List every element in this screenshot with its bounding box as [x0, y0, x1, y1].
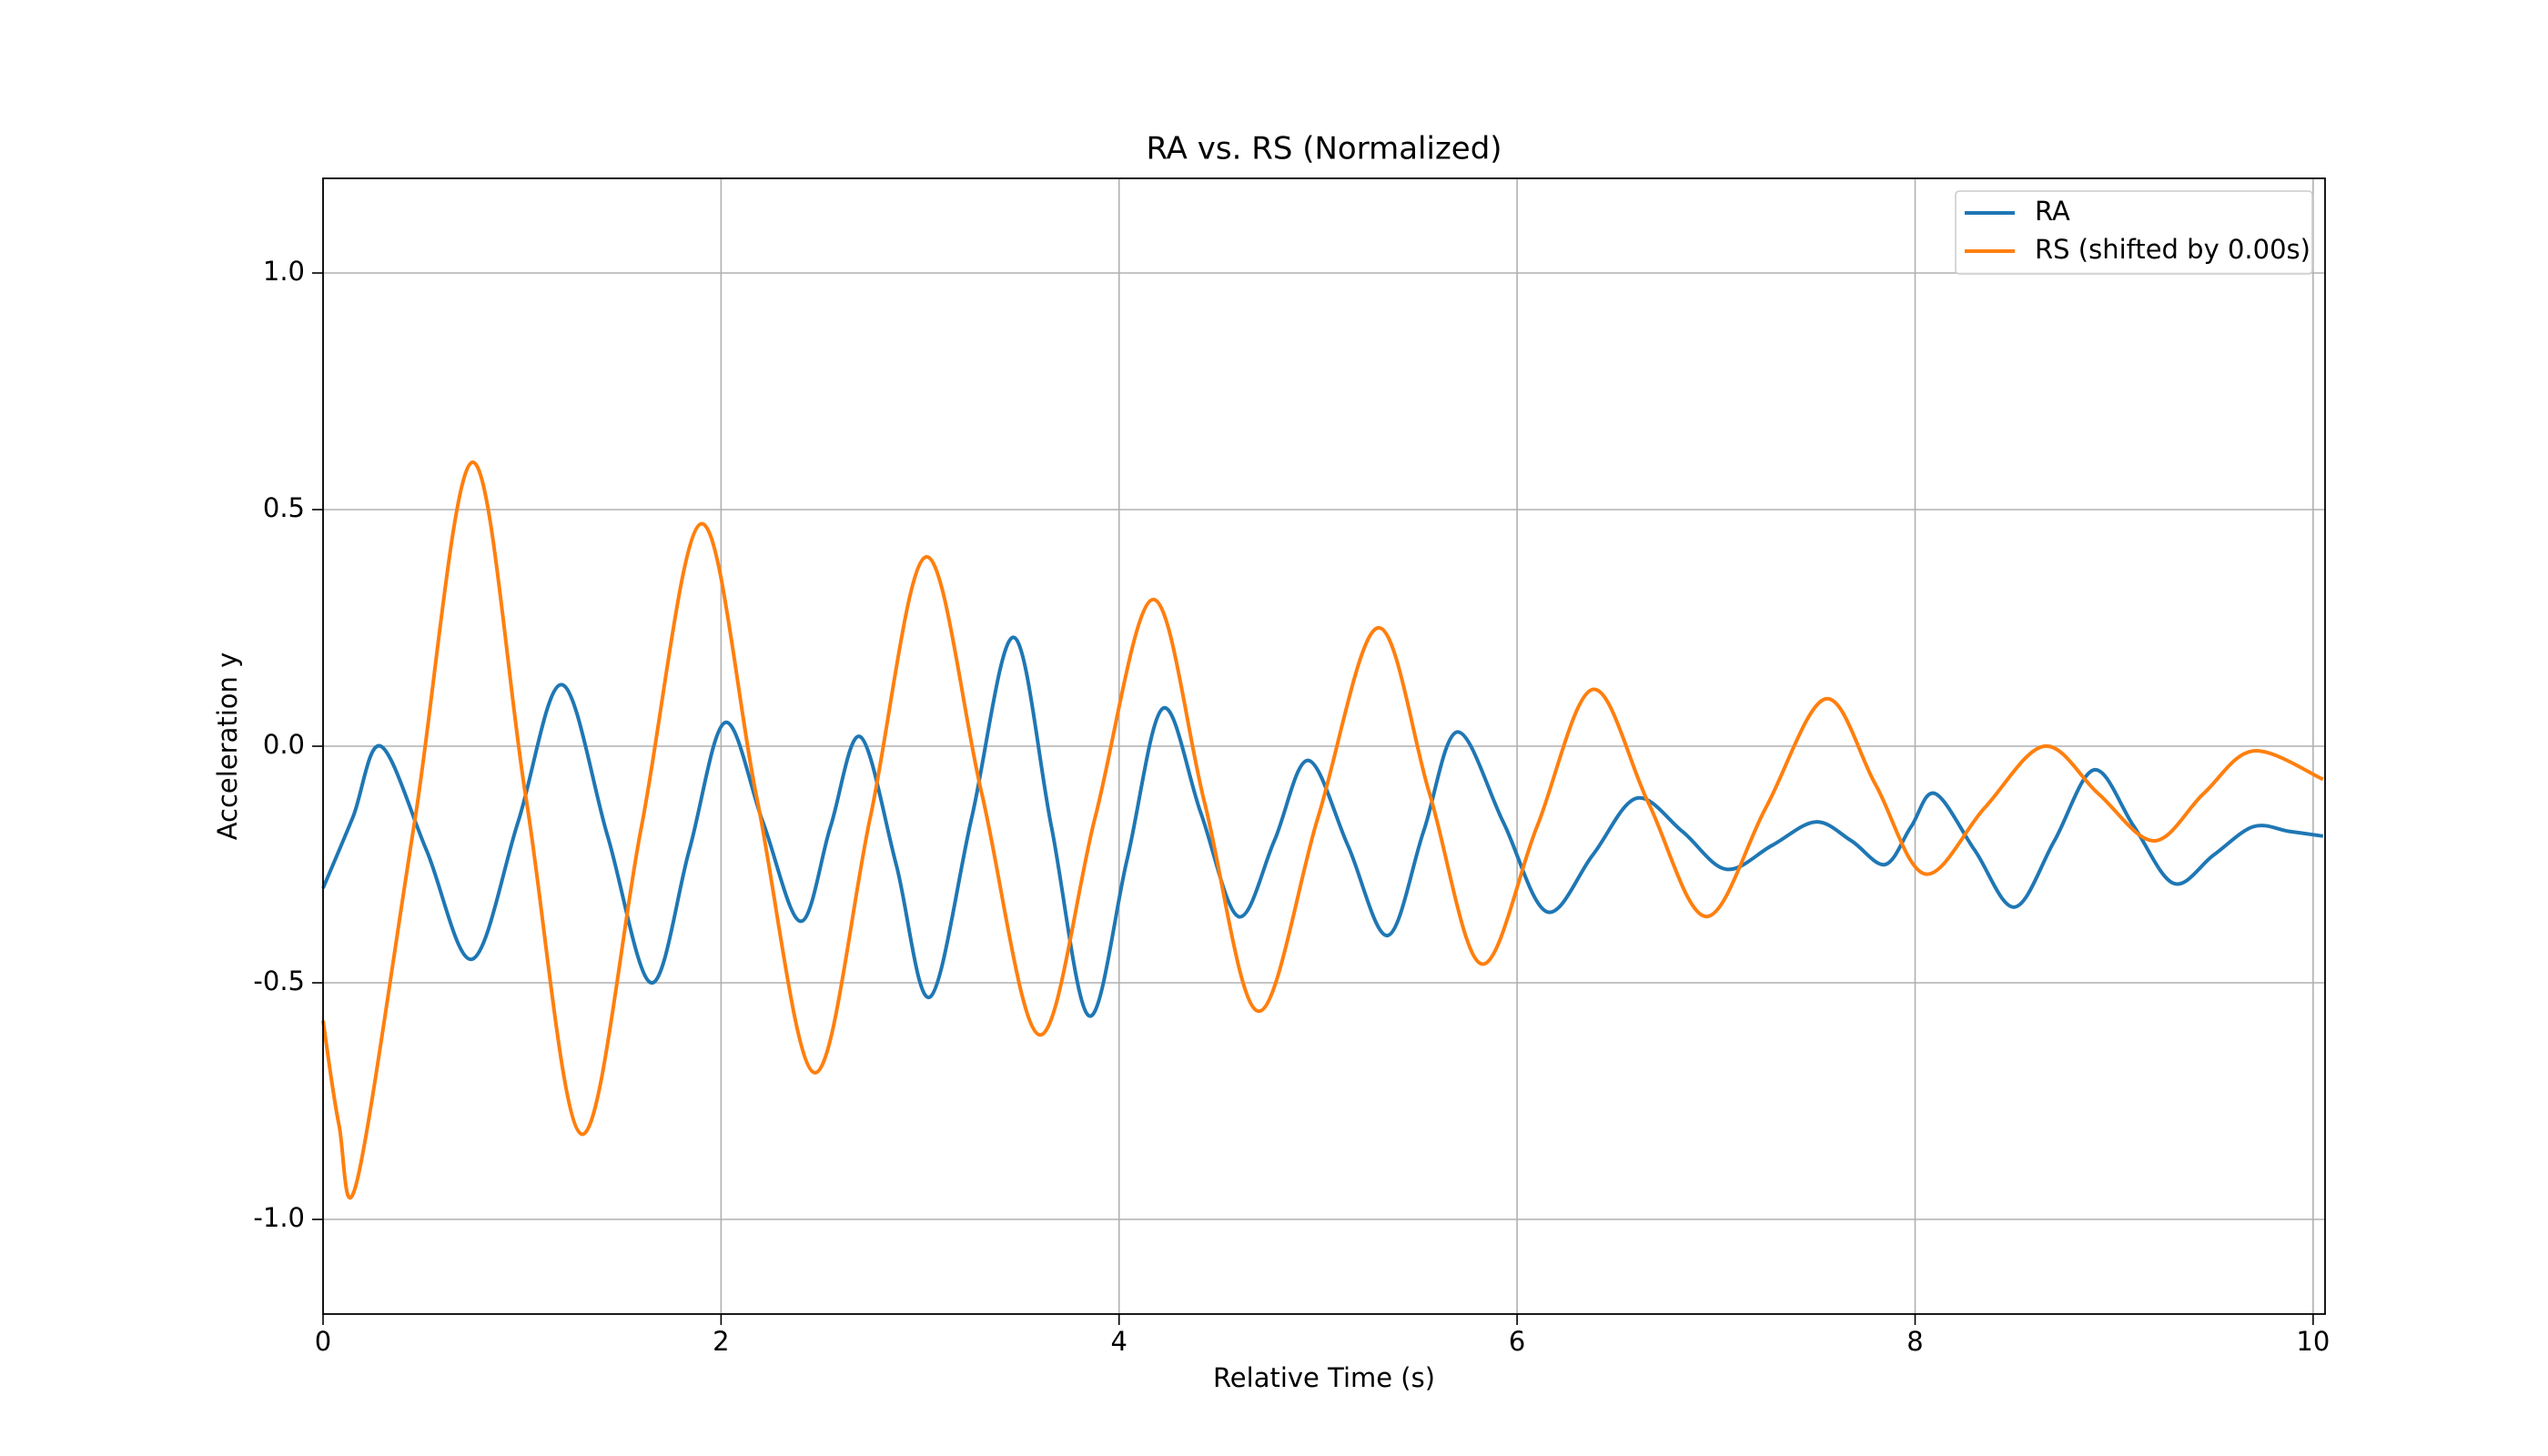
chart-title: RA vs. RS (Normalized) [1146, 131, 1502, 167]
x-tick-label: 6 [1509, 1326, 1525, 1357]
y-tick-label: -1.0 [253, 1202, 305, 1233]
x-axis-label: Relative Time (s) [1213, 1362, 1435, 1393]
y-axis-label: Acceleration y [212, 652, 243, 841]
y-tick-label: -0.5 [253, 966, 305, 996]
x-tick-label: 4 [1111, 1326, 1127, 1357]
legend: RA RS (shifted by 0.00s) [1955, 190, 2313, 275]
x-tick-label: 2 [713, 1326, 729, 1357]
legend-label: RA [2035, 196, 2070, 227]
x-tick-label: 8 [1906, 1326, 1923, 1357]
y-tick-label: 0.5 [263, 492, 305, 523]
legend-box [1955, 190, 2313, 275]
data-line [321, 635, 2324, 1018]
data-line [321, 460, 2324, 1200]
plot-frame [322, 177, 2326, 1315]
x-tick-label: 0 [315, 1326, 331, 1357]
y-tick-label: 0.0 [263, 729, 305, 760]
legend-label: RS (shifted by 0.00s) [2035, 234, 2310, 265]
x-tick-label: 10 [2296, 1326, 2330, 1357]
y-tick-label: 1.0 [263, 256, 305, 287]
